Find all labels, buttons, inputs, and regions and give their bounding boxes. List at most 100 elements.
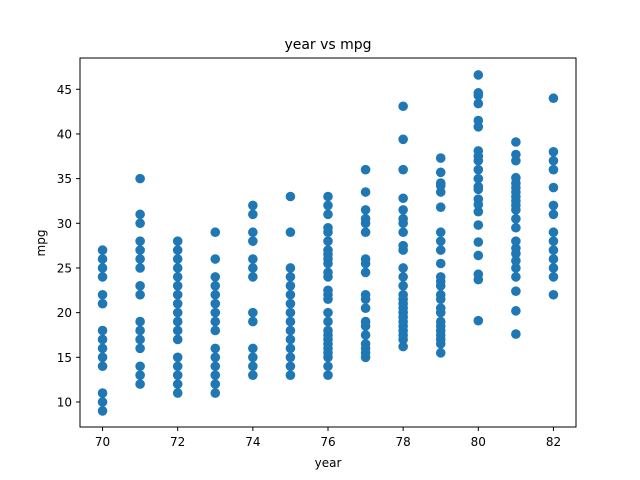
data-point [248, 361, 258, 372]
data-point [97, 245, 108, 255]
data-point [360, 339, 371, 349]
data-point [323, 209, 333, 220]
data-point [248, 263, 258, 273]
data-point [473, 181, 484, 192]
data-point [473, 220, 484, 230]
data-point [135, 209, 145, 220]
data-point [473, 146, 484, 156]
data-point [172, 281, 183, 291]
data-point [435, 303, 446, 313]
data-point [473, 194, 484, 204]
data-point [323, 245, 333, 255]
data-point [97, 406, 108, 416]
data-point [435, 153, 446, 163]
y-tick-label: 25 [57, 261, 72, 275]
data-point [398, 214, 408, 224]
data-point [135, 379, 145, 389]
data-point [323, 307, 333, 318]
data-point [285, 281, 296, 291]
data-point [360, 214, 371, 224]
data-point [360, 303, 371, 313]
data-point [511, 149, 521, 160]
y-tick-label: 15 [57, 351, 72, 365]
data-point [435, 272, 446, 282]
data-point [172, 263, 183, 273]
data-point [285, 361, 296, 372]
y-tick-label: 35 [57, 172, 72, 186]
data-point [135, 245, 145, 255]
data-point [248, 209, 258, 220]
data-point [172, 298, 183, 309]
data-point [97, 352, 108, 363]
y-axis-ticks: 10 15 20 25 30 35 40 45 [57, 83, 80, 409]
data-point [511, 172, 521, 183]
data-point [210, 343, 221, 354]
data-point [248, 227, 258, 238]
data-point [548, 245, 559, 255]
x-axis-ticks: 70 72 74 76 78 80 82 [95, 427, 561, 449]
data-point [360, 316, 371, 327]
data-point [210, 325, 221, 336]
data-point [435, 202, 446, 213]
data-point [435, 245, 446, 255]
data-point [210, 254, 221, 264]
data-point [473, 164, 484, 175]
data-point [210, 370, 221, 380]
data-point [285, 370, 296, 380]
data-point [548, 155, 559, 166]
y-tick-label: 40 [57, 127, 72, 141]
data-point [135, 254, 145, 264]
data-point [548, 164, 559, 175]
data-point [398, 164, 408, 175]
data-point [210, 289, 221, 300]
data-point [97, 325, 108, 336]
data-point [473, 88, 484, 98]
y-tick-label: 45 [57, 83, 72, 97]
data-point [360, 267, 371, 278]
data-point [97, 254, 108, 264]
data-point [360, 254, 371, 264]
x-axis-label: year [315, 456, 342, 470]
data-point [135, 263, 145, 273]
data-point [511, 263, 521, 273]
data-point [285, 298, 296, 309]
data-point [548, 254, 559, 264]
data-point [285, 263, 296, 273]
data-point [435, 227, 446, 238]
data-point [511, 222, 521, 233]
data-point [285, 325, 296, 336]
data-point [97, 343, 108, 354]
data-point [398, 227, 408, 238]
y-axis-label: mpg [34, 230, 48, 257]
data-point [210, 272, 221, 282]
data-point [135, 361, 145, 372]
data-point [248, 200, 258, 211]
data-point [135, 236, 145, 246]
x-tick-label: 74 [245, 435, 260, 449]
data-point [210, 388, 221, 398]
data-point [398, 272, 408, 282]
data-point [548, 289, 559, 300]
data-point [548, 147, 559, 157]
data-point [172, 289, 183, 300]
data-point [285, 334, 296, 345]
data-point [548, 209, 559, 220]
data-point [473, 269, 484, 280]
data-point [398, 205, 408, 215]
data-point [97, 361, 108, 372]
data-point [248, 272, 258, 282]
data-point [323, 236, 333, 246]
data-point [511, 137, 521, 147]
data-point [285, 352, 296, 363]
data-point [511, 306, 521, 316]
data-point [323, 316, 333, 327]
data-point [285, 343, 296, 354]
data-point [172, 236, 183, 246]
data-point [323, 191, 333, 202]
data-point [97, 298, 108, 309]
data-point [323, 200, 333, 211]
data-point [435, 236, 446, 246]
data-point [548, 182, 559, 193]
data-point [285, 227, 296, 238]
